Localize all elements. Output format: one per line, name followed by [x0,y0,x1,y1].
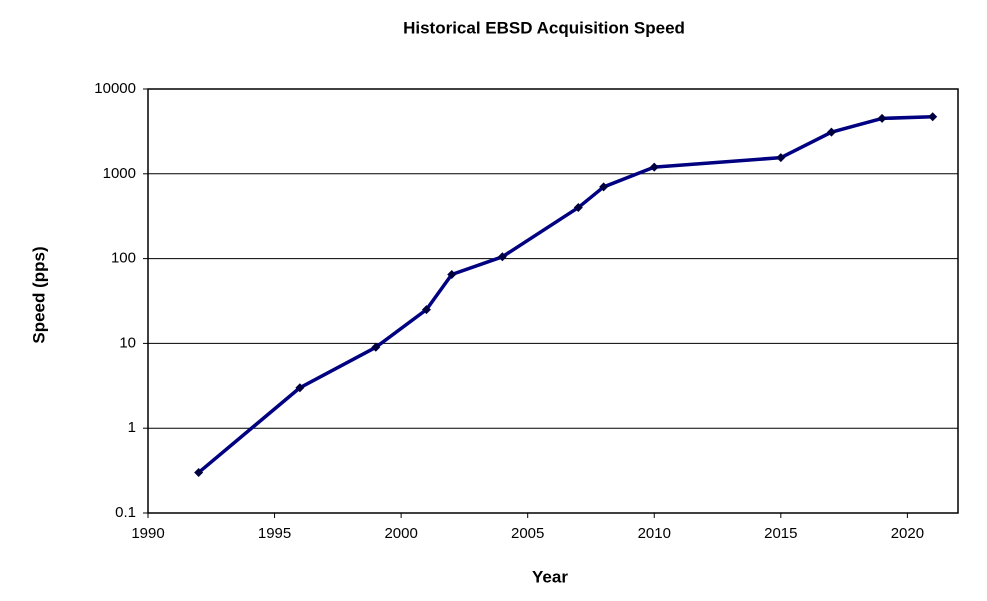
x-axis-label: Year [532,567,568,586]
y-tick-label: 1 [128,419,136,436]
x-tick-label: 2020 [891,525,924,542]
y-tick-label: 10000 [94,80,136,97]
plot-frame [147,88,959,514]
series-line [197,115,933,474]
data-point [776,153,786,163]
x-tick-label: 2000 [384,525,417,542]
x-tick-label: 1995 [258,525,291,542]
y-tick-label: 1000 [103,165,136,182]
data-point [371,342,381,352]
data-point [194,468,204,478]
data-point [497,252,507,262]
y-tick-label: 100 [111,250,136,267]
x-tick-label: 2005 [511,525,544,542]
x-tick-label: 1990 [131,525,164,542]
y-tick-label: 0.1 [115,504,136,521]
y-axis-label: Speed (pps) [29,246,48,343]
data-point [826,127,836,137]
y-tick-label: 10 [119,334,136,351]
data-point [573,203,583,213]
data-point [599,182,609,192]
data-point [877,113,887,123]
data-point [928,112,938,122]
data-point [295,383,305,393]
data-point [447,269,457,279]
chart-title: Historical EBSD Acquisition Speed [403,18,685,37]
x-tick-label: 2010 [638,525,671,542]
data-point [649,162,659,172]
data-point [421,305,431,315]
x-tick-label: 2015 [764,525,797,542]
